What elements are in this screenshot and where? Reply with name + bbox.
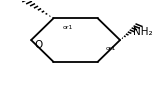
Text: O: O bbox=[34, 40, 43, 50]
Text: or1: or1 bbox=[106, 46, 116, 51]
Text: NH₂: NH₂ bbox=[133, 27, 153, 37]
Text: or1: or1 bbox=[62, 25, 73, 30]
